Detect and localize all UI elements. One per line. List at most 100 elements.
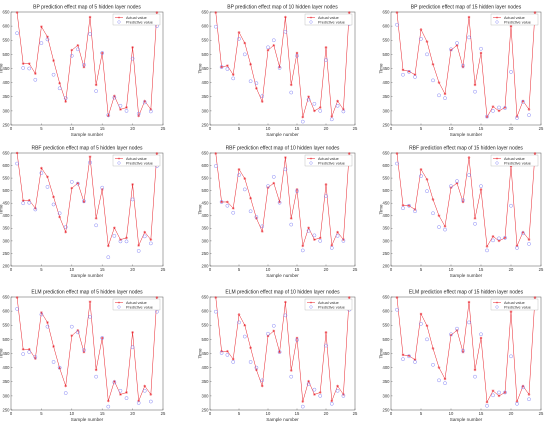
x-tick-label: 10: [69, 267, 74, 272]
predicted-point-marker: [112, 95, 117, 100]
y-tick-label: 350: [383, 226, 391, 231]
actual-point-marker: [76, 329, 80, 332]
y-tick-label: 450: [383, 351, 391, 356]
actual-point-marker: [330, 399, 334, 403]
y-tick-label: 650: [3, 150, 11, 155]
actual-point-marker: [46, 321, 49, 324]
y-tick-label: 450: [3, 66, 11, 71]
x-tick-label: 0: [10, 267, 13, 272]
predicted-point-marker: [82, 348, 86, 352]
predicted-point-marker: [271, 175, 276, 179]
predicted-point-marker: [149, 399, 153, 404]
predicted-point-marker: [467, 35, 471, 40]
predicted-point-marker: [324, 194, 328, 199]
actual-point-marker: [479, 336, 483, 340]
predicted-point-marker: [248, 360, 253, 364]
predicted-point-marker: [425, 337, 429, 342]
legend-circle-icon: [117, 161, 121, 165]
actual-point-marker: [272, 329, 276, 333]
predicted-point-marker: [63, 225, 68, 229]
y-tick-label: 500: [202, 52, 210, 57]
actual-point-marker: [497, 109, 501, 113]
predicted-point-marker: [461, 198, 465, 203]
predicted-point-marker: [401, 357, 405, 361]
predicted-point-marker: [515, 401, 519, 406]
x-tick-label: 0: [390, 126, 393, 131]
actual-point-marker: [46, 175, 49, 179]
predicted-point-marker: [271, 323, 276, 328]
predicted-point-marker: [225, 67, 230, 71]
y-tick-label: 500: [383, 52, 391, 57]
actual-point-marker: [21, 199, 25, 203]
legend-label: Actual value: [126, 301, 147, 305]
legend-box: [112, 298, 161, 311]
legend-star-icon: [495, 157, 499, 160]
actual-point-marker: [289, 83, 293, 87]
predicted-point-marker: [289, 90, 294, 95]
predicted-point-marker: [312, 233, 317, 238]
predicted-point-marker: [312, 101, 317, 106]
predicted-point-marker: [118, 388, 123, 393]
actual-point-marker: [473, 368, 477, 372]
actual-point-marker: [27, 62, 31, 65]
y-tick-label: 600: [202, 163, 210, 168]
predicted-point-marker: [419, 322, 423, 326]
actual-point-marker: [324, 46, 328, 49]
predicted-point-marker: [413, 209, 417, 214]
x-tick-label: 5: [40, 267, 43, 272]
predicted-point-marker: [335, 388, 340, 393]
y-tick-label: 250: [383, 251, 391, 256]
panel-title: ELM prediction effect map of 10 hidden l…: [225, 290, 340, 296]
x-axis-label: Sample number: [71, 273, 104, 278]
y-tick-label: 550: [383, 38, 391, 43]
predicted-point-marker: [219, 65, 224, 69]
actual-point-marker: [533, 11, 537, 14]
y-tick-label: 450: [383, 66, 391, 71]
y-tick-label: 600: [3, 309, 11, 314]
legend-label: Actual value: [504, 16, 525, 20]
plot-area: [209, 152, 356, 267]
actual-point-marker: [284, 156, 287, 159]
predicted-point-marker: [485, 248, 489, 253]
x-tick-label: 25: [353, 411, 358, 416]
predicted-point-marker: [94, 223, 98, 228]
x-tick-label: 20: [130, 411, 135, 416]
legend-star-icon: [117, 16, 121, 19]
actual-point-marker: [449, 333, 453, 337]
actual-point-marker: [119, 108, 122, 111]
x-tick-label: 15: [100, 126, 105, 131]
y-tick-label: 350: [202, 226, 210, 231]
actual-point-marker: [497, 394, 501, 398]
predicted-point-marker: [88, 314, 92, 319]
x-axis-label: Sample number: [450, 273, 483, 278]
legend-box: [304, 154, 353, 167]
y-axis-label: Time: [198, 348, 203, 358]
actual-point-marker: [413, 358, 417, 362]
actual-point-marker: [40, 166, 43, 170]
panel-title: RBF prediction effect map of 10 hidden l…: [226, 146, 340, 152]
y-tick-label: 450: [202, 66, 210, 71]
predicted-point-marker: [124, 396, 129, 400]
y-tick-label: 400: [3, 80, 11, 85]
predicted-point-marker: [124, 239, 129, 244]
predicted-point-marker: [231, 360, 236, 364]
actual-point-marker: [330, 244, 334, 247]
actual-point-marker: [272, 44, 276, 47]
x-tick-label: 15: [479, 267, 484, 272]
predicted-point-marker: [51, 72, 56, 77]
panel-title: RBF prediction effect map of 5 hidden la…: [31, 146, 143, 152]
legend-box: [490, 13, 539, 26]
predicted-point-marker: [237, 37, 241, 41]
plot-area: [10, 11, 164, 126]
x-tick-label: 25: [353, 126, 358, 131]
x-tick-label: 25: [539, 267, 544, 272]
predicted-point-marker: [527, 397, 531, 402]
predicted-point-marker: [27, 350, 32, 354]
actual-point-marker: [94, 83, 98, 87]
x-tick-label: 15: [295, 411, 300, 416]
predicted-point-marker: [231, 210, 236, 215]
actual-point-marker: [515, 400, 519, 403]
actual-point-marker: [437, 366, 441, 369]
y-tick-label: 300: [383, 238, 391, 243]
